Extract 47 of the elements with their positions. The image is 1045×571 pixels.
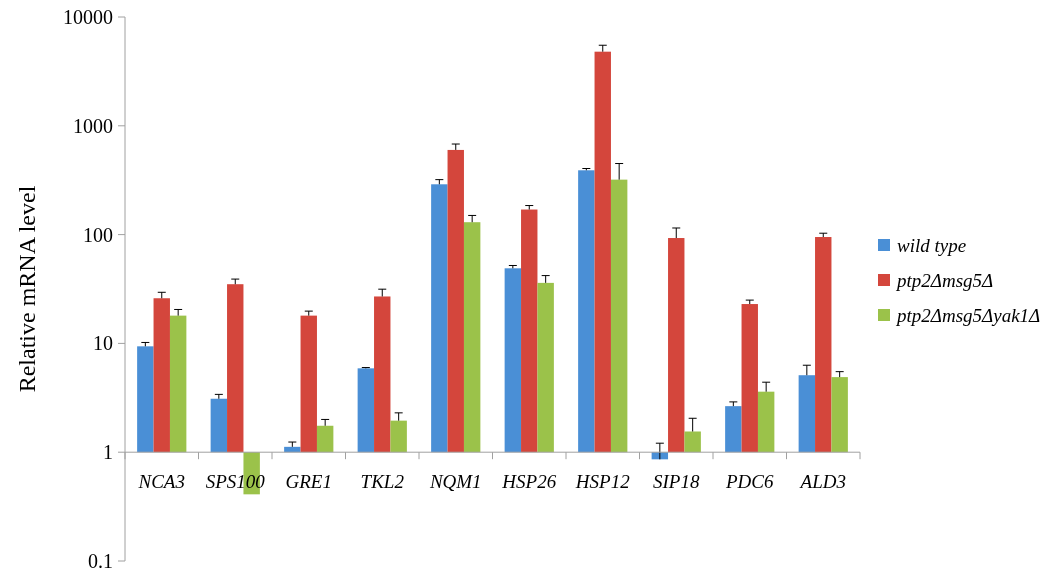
legend-label: wild type (897, 234, 967, 256)
bar (316, 425, 334, 453)
bar (463, 222, 481, 453)
x-tick-label: NCA3 (137, 471, 185, 493)
bar (831, 377, 848, 453)
bar (374, 296, 391, 453)
x-tick-label: HSP26 (501, 471, 557, 493)
bar (741, 304, 758, 453)
x-tick-label: ALD3 (798, 471, 846, 493)
bar (798, 375, 816, 453)
x-tick-label: SIP18 (653, 471, 700, 493)
y-tick-label: 100 (83, 223, 113, 246)
y-tick-label: 1 (103, 441, 113, 464)
bar (169, 315, 187, 453)
x-tick-label: GRE1 (285, 471, 332, 493)
y-tick-label: 10 (93, 332, 113, 355)
bar (137, 346, 154, 453)
bar (521, 209, 538, 453)
bar (153, 298, 170, 453)
bar (227, 284, 244, 453)
bar (390, 420, 407, 453)
bar (210, 398, 228, 453)
bar (668, 238, 685, 453)
bar (300, 315, 317, 453)
bar (610, 179, 628, 453)
bar (447, 149, 464, 453)
bar (815, 237, 832, 453)
legend-label: ptp2Δmsg5Δ (895, 269, 994, 291)
legend-label: ptp2Δmsg5Δyak1Δ (895, 304, 1041, 326)
bar (684, 431, 701, 453)
bar (725, 406, 742, 453)
x-tick-label: PDC6 (725, 471, 774, 493)
bar (578, 170, 595, 453)
x-tick-label: NQM1 (428, 471, 482, 493)
y-axis-title: Relative mRNA level (14, 185, 40, 393)
bar (757, 391, 775, 453)
bar (504, 268, 522, 453)
y-tick-label: 1000 (73, 114, 113, 137)
bar (357, 368, 375, 453)
x-tick-label: TKL2 (360, 471, 405, 493)
bar (537, 282, 554, 453)
y-tick-label: 10000 (63, 6, 113, 28)
x-tick-label: HSP12 (574, 471, 631, 493)
bar (431, 184, 448, 453)
y-tick-label: 0.1 (88, 550, 113, 571)
bar (594, 51, 611, 453)
bar (284, 446, 301, 453)
